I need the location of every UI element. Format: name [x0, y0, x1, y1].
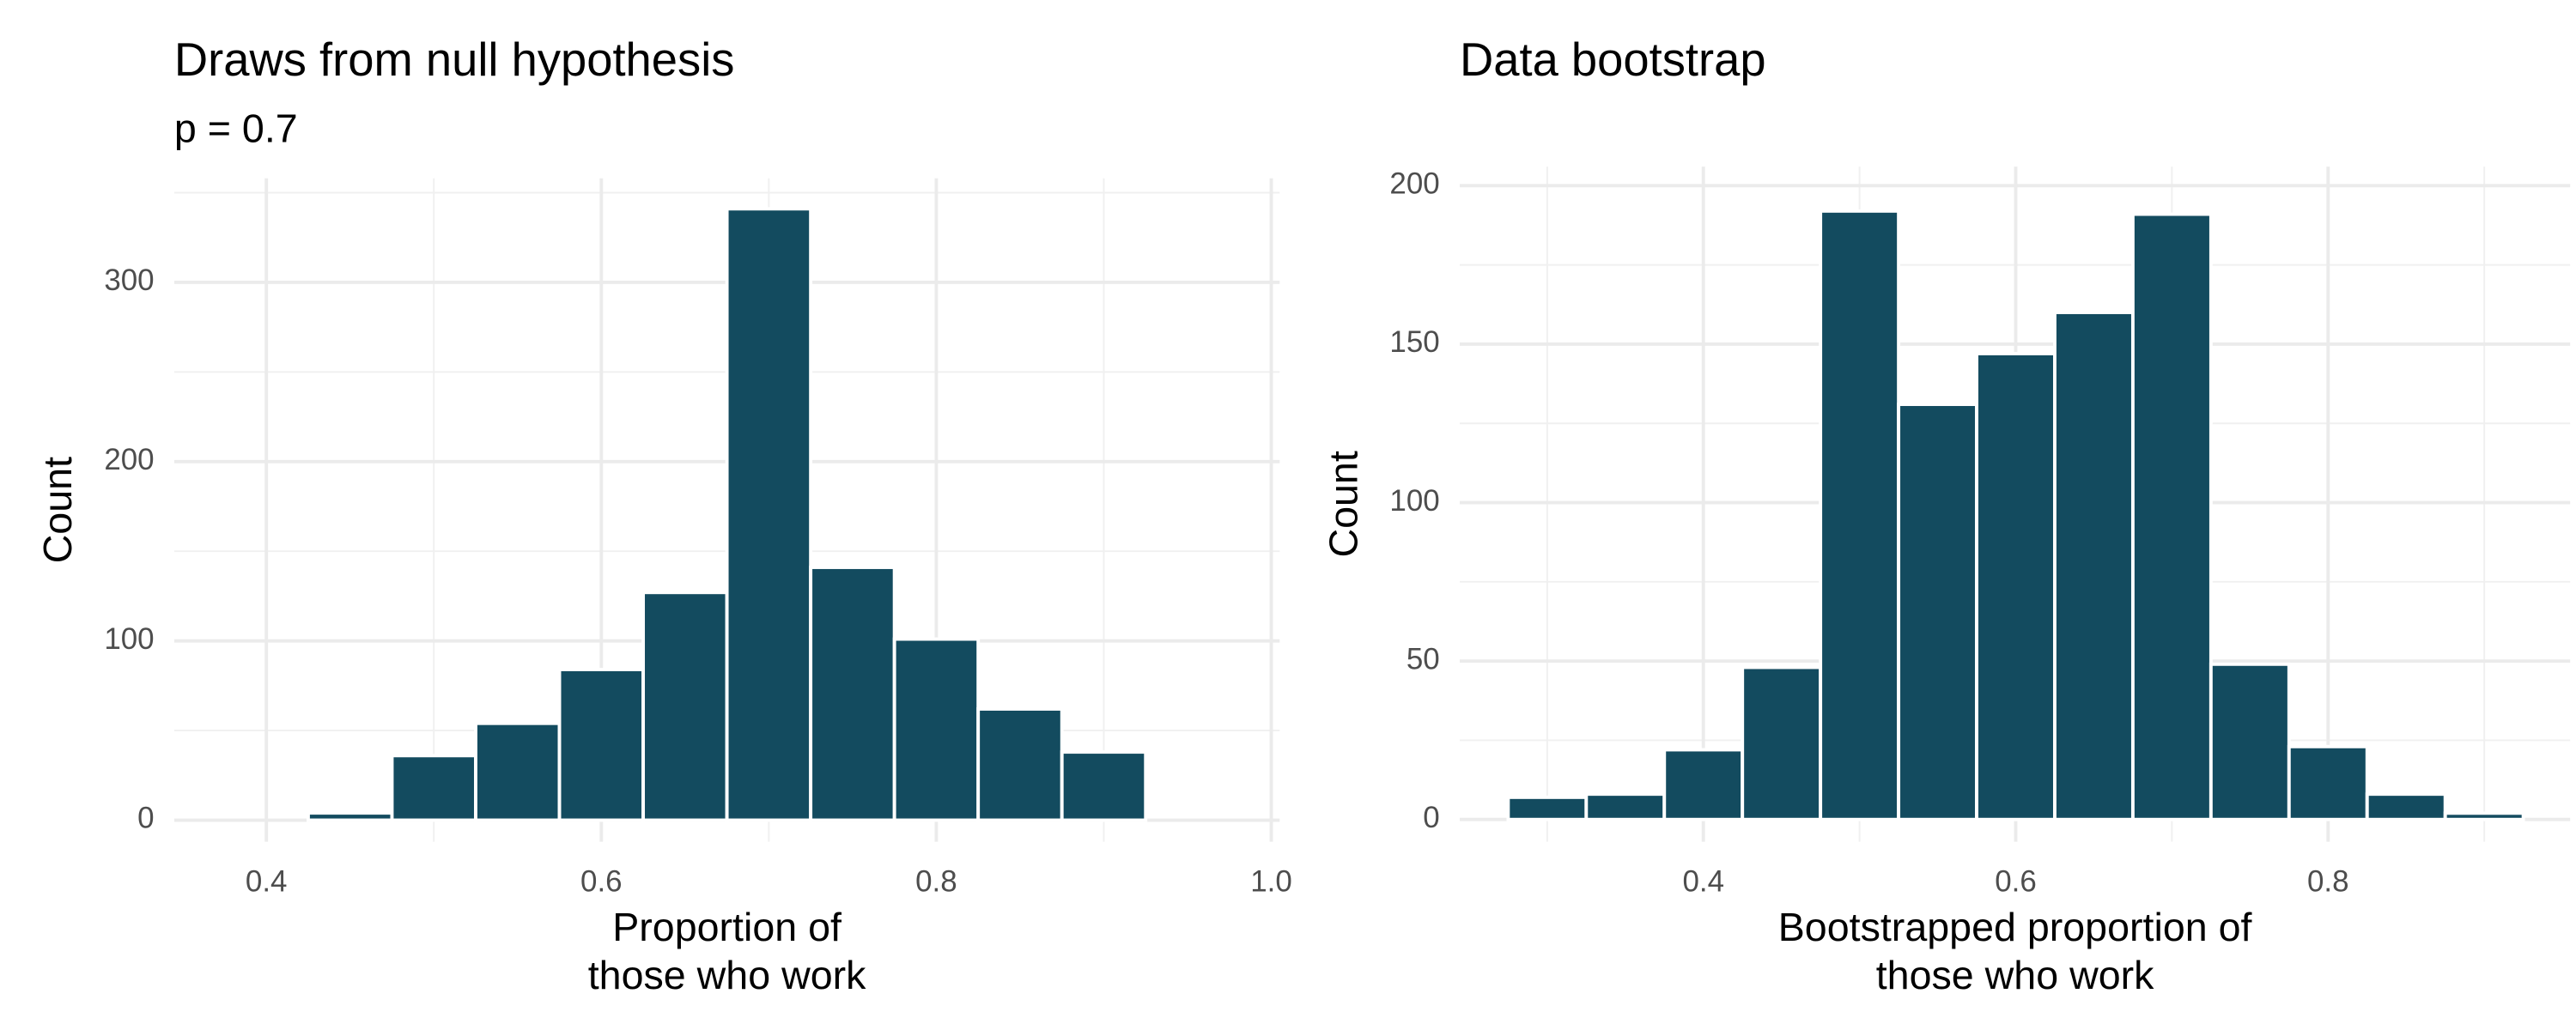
y-tick-label: 300	[104, 264, 154, 297]
bar	[2287, 744, 2369, 821]
x-tick-label: 0.6	[1995, 864, 2037, 898]
bar	[390, 754, 477, 822]
bar	[1819, 209, 1901, 821]
y-tick-label: 0	[137, 802, 154, 835]
bar	[1060, 750, 1148, 822]
y-tick-label: 50	[1406, 642, 1440, 676]
bar	[307, 811, 394, 822]
x-axis-label: Proportion of	[612, 905, 842, 949]
x-axis-label: Bootstrapped proportion of	[1778, 905, 2253, 949]
bar	[1741, 665, 1823, 821]
x-axis-label: those who work	[1876, 953, 2154, 997]
bar	[557, 668, 646, 822]
bar	[2208, 662, 2291, 821]
bar	[1506, 795, 1589, 821]
bar	[2365, 792, 2447, 821]
y-axis-label: Count	[35, 457, 80, 563]
x-tick-label: 0.4	[246, 864, 288, 898]
y-tick-label: 150	[1389, 325, 1439, 359]
bar	[976, 707, 1064, 822]
chart-subtitle: p = 0.7	[174, 106, 298, 151]
x-tick-label: 1.0	[1250, 864, 1292, 898]
y-tick-label: 200	[1389, 167, 1439, 201]
bar	[1662, 748, 1745, 821]
bar	[1975, 352, 2057, 821]
y-tick-label: 0	[1423, 801, 1439, 834]
x-tick-label: 0.6	[580, 864, 623, 898]
bar	[641, 591, 729, 822]
bar	[2443, 811, 2525, 821]
chart-title: Draws from null hypothesis	[174, 33, 735, 86]
bar	[1897, 403, 1978, 821]
bar	[809, 566, 896, 822]
y-tick-label: 100	[104, 622, 154, 656]
x-tick-label: 0.8	[2307, 864, 2349, 898]
bar	[1584, 792, 1667, 821]
bar	[725, 207, 813, 822]
x-tick-label: 0.8	[915, 864, 957, 898]
x-axis-label: those who work	[588, 953, 866, 997]
y-axis-label: Count	[1321, 451, 1365, 557]
bar	[892, 637, 981, 822]
bar	[2130, 212, 2213, 821]
chart-title: Data bootstrap	[1460, 33, 1766, 86]
bar	[474, 721, 562, 822]
y-tick-label: 200	[104, 443, 154, 476]
y-tick-label: 100	[1389, 484, 1439, 518]
x-tick-label: 0.4	[1682, 864, 1724, 898]
bar	[2053, 311, 2135, 821]
